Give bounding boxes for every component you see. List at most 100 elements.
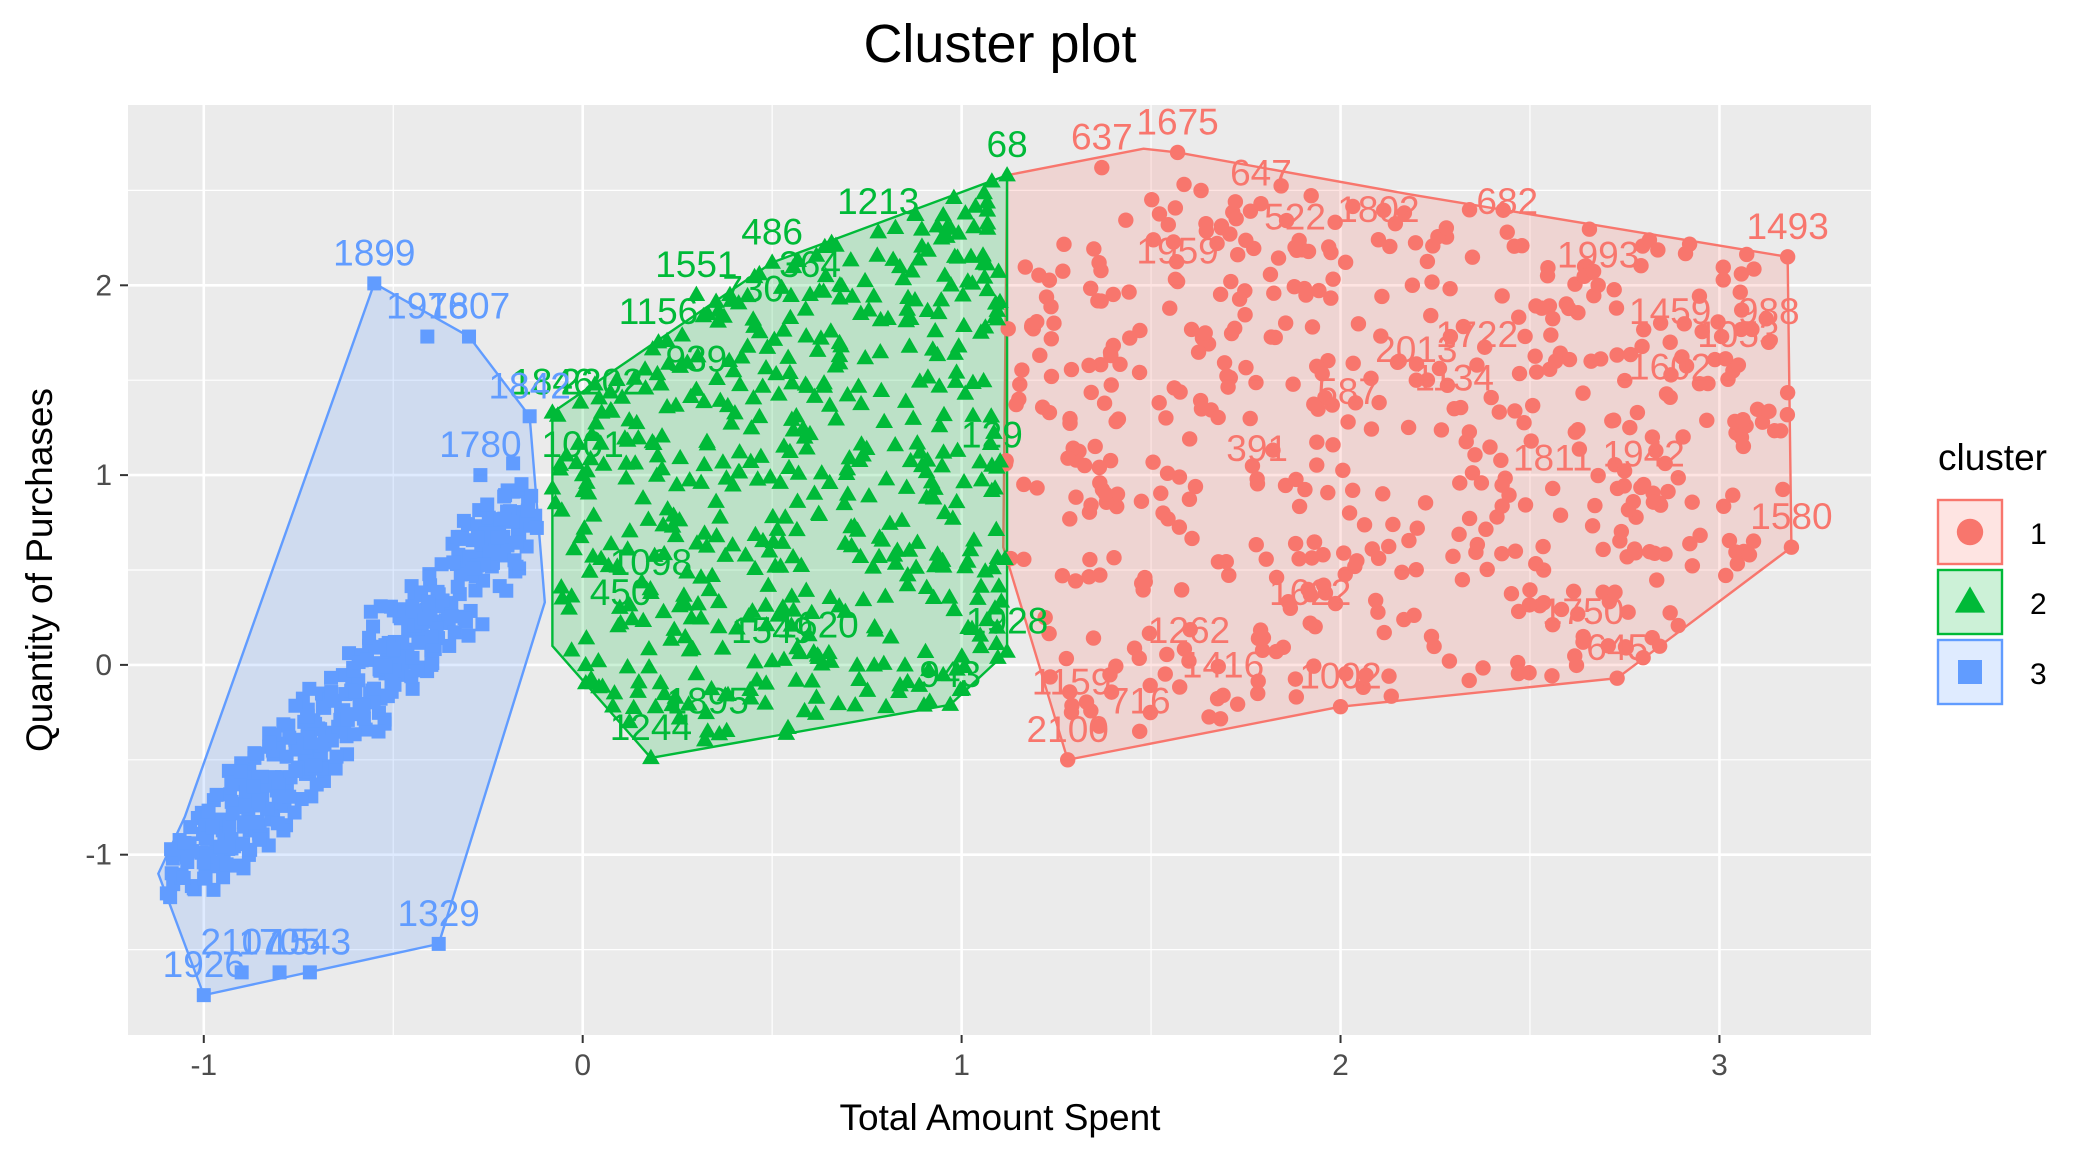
cluster-1-point — [1321, 239, 1337, 255]
cluster-2-point — [846, 696, 865, 712]
cluster-2-point-label: 68 — [987, 124, 1028, 165]
cluster-1-point — [1153, 485, 1169, 501]
cluster-1-point — [1229, 696, 1246, 712]
cluster-1-point — [1142, 677, 1158, 694]
cluster-1-point — [1160, 217, 1176, 233]
cluster-3-point — [434, 557, 449, 572]
cluster-3-point — [417, 611, 432, 626]
cluster-3-point — [335, 668, 350, 683]
cluster-1-point — [1635, 476, 1652, 493]
cluster-3-point — [206, 882, 221, 897]
cluster-2-point — [850, 670, 868, 686]
cluster-3-point — [462, 329, 477, 344]
cluster-2-point — [620, 411, 639, 427]
cluster-2-point — [741, 680, 760, 697]
cluster-2-point — [782, 587, 801, 603]
cluster-3-point — [505, 514, 520, 529]
cluster-2-point — [821, 588, 840, 604]
cluster-2-point — [958, 552, 977, 568]
cluster-3-point — [262, 735, 277, 750]
cluster-1-point — [1543, 327, 1559, 343]
cluster-1-point — [1464, 465, 1481, 481]
cluster-2-point — [795, 701, 814, 718]
cluster-2-point — [932, 229, 951, 245]
cluster-1-point — [1209, 235, 1225, 252]
cluster-2-point — [830, 289, 849, 305]
cluster-1-point — [1181, 431, 1198, 447]
cluster-2-point — [934, 665, 953, 682]
cluster-2-point — [707, 292, 725, 308]
cluster-2-point — [975, 183, 993, 200]
cluster-2-point — [562, 641, 581, 657]
y-tick-label: 1 — [95, 459, 112, 492]
cluster-1-point — [1479, 561, 1495, 578]
cluster-2-point — [723, 536, 742, 552]
cluster-3-point — [302, 681, 317, 696]
cluster-3-point — [177, 835, 192, 850]
cluster-1-point — [1151, 395, 1167, 411]
cluster-1-point — [1244, 458, 1261, 474]
cluster-1-point — [1212, 711, 1229, 727]
cluster-2-point — [864, 287, 883, 303]
cluster-2-point — [716, 686, 735, 702]
cluster-1-point — [1681, 236, 1698, 252]
cluster-2-point — [971, 453, 989, 469]
cluster-2-point — [664, 506, 683, 522]
cluster-1-point — [1468, 544, 1484, 561]
cluster-2-point — [945, 600, 964, 617]
cluster-1-point — [1055, 263, 1071, 279]
cluster-1-point — [1287, 535, 1304, 552]
cluster-1-point — [1187, 478, 1204, 495]
cluster-1-point — [1092, 567, 1108, 583]
cluster-1-point — [1670, 617, 1686, 634]
cluster-2-point — [932, 291, 951, 307]
cluster-2-point — [618, 540, 637, 556]
cluster-1-point — [1268, 643, 1284, 660]
cluster-1-point — [1182, 621, 1198, 638]
cluster-1-point — [1585, 263, 1602, 280]
cluster-2-point — [876, 587, 895, 603]
cluster-1-point — [1438, 220, 1455, 236]
cluster-3-point — [422, 567, 437, 582]
cluster-1-point — [1105, 286, 1121, 303]
x-tick-label: 2 — [1332, 1049, 1349, 1082]
cluster-2-point — [835, 494, 854, 511]
cluster-1-point — [1097, 486, 1114, 502]
cluster-1-point — [1760, 334, 1777, 350]
cluster-1-point — [1758, 311, 1774, 327]
cluster-2-point — [726, 404, 744, 420]
cluster-2-point — [965, 217, 983, 234]
cluster-1-point — [1311, 282, 1327, 299]
cluster-2-point — [741, 452, 760, 468]
cluster-2-point — [930, 377, 949, 393]
cluster-2-point — [869, 223, 888, 239]
cluster-2-point — [745, 653, 764, 669]
cluster-2-point — [830, 333, 849, 350]
cluster-2-point — [713, 639, 732, 655]
cluster-2-point — [827, 410, 845, 426]
cluster-1-point — [1570, 606, 1586, 622]
cluster-2-point — [897, 478, 916, 494]
cluster-1-point — [1091, 459, 1108, 476]
cluster-1-point — [1652, 315, 1669, 331]
cluster-2-point — [642, 583, 660, 599]
cluster-1-point — [1499, 224, 1515, 240]
cluster-2-point — [748, 470, 767, 486]
cluster-1-point — [1645, 494, 1662, 510]
cluster-2-point — [860, 487, 878, 503]
cluster-1-point — [1544, 668, 1560, 684]
cluster-1-point — [1082, 280, 1099, 296]
cluster-2-point — [678, 563, 696, 579]
cluster-2-point — [763, 651, 781, 668]
cluster-1-point — [1297, 481, 1313, 498]
cluster-1-point — [1739, 246, 1755, 263]
cluster-2-point — [820, 643, 838, 660]
cluster-2-point — [665, 620, 684, 636]
cluster-1-point-label: 522 — [1264, 196, 1326, 237]
cluster-1-point — [1309, 457, 1325, 473]
cluster-1-point-label: 1622 — [1269, 572, 1351, 613]
cluster-1-point — [1433, 422, 1450, 438]
cluster-1-point — [1494, 477, 1510, 493]
cluster-3-point — [219, 857, 234, 872]
cluster-2-point — [856, 271, 874, 288]
